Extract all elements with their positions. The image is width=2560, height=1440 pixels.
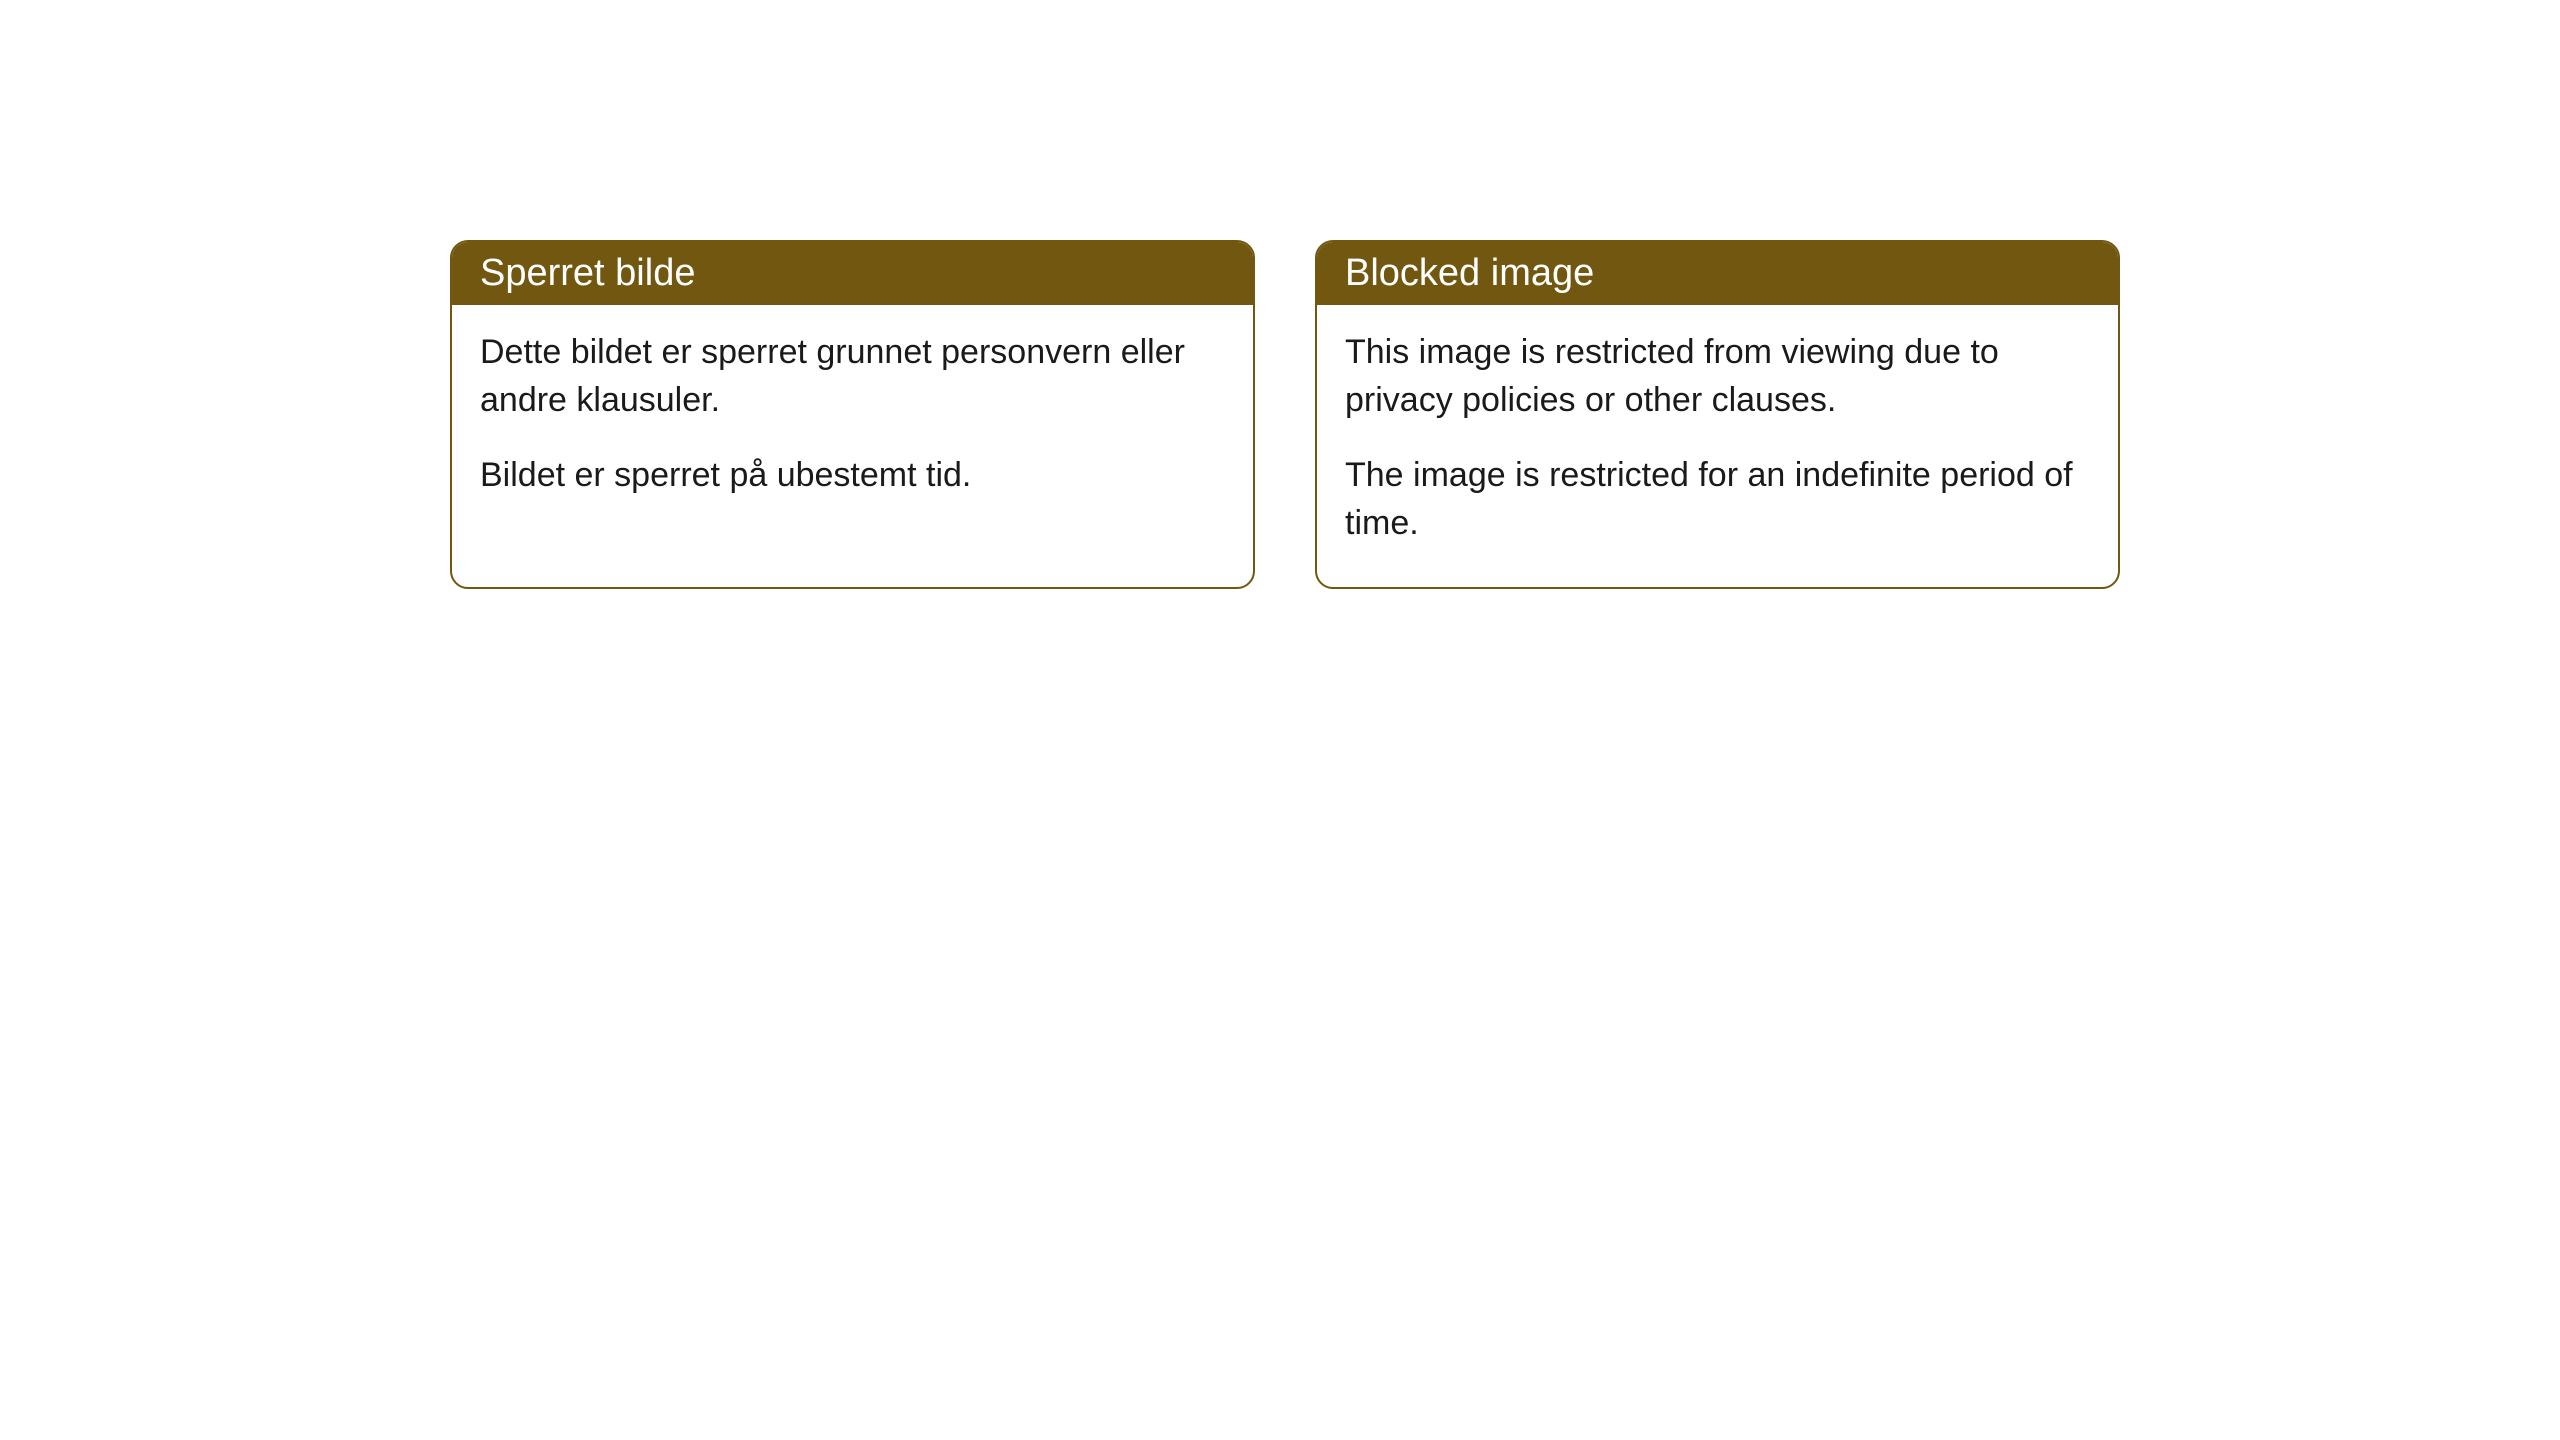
card-paragraph: Dette bildet er sperret grunnet personve… — [480, 329, 1225, 424]
card-title-norwegian: Sperret bilde — [480, 252, 695, 294]
card-header-english: Blocked image — [1317, 242, 2118, 305]
card-paragraph: Bildet er sperret på ubestemt tid. — [480, 452, 1225, 500]
card-title-english: Blocked image — [1345, 252, 1594, 294]
card-body-norwegian: Dette bildet er sperret grunnet personve… — [452, 305, 1253, 540]
cards-container: Sperret bilde Dette bildet er sperret gr… — [450, 240, 2560, 589]
card-header-norwegian: Sperret bilde — [452, 242, 1253, 305]
card-paragraph: This image is restricted from viewing du… — [1345, 329, 2090, 424]
card-norwegian: Sperret bilde Dette bildet er sperret gr… — [450, 240, 1255, 589]
card-paragraph: The image is restricted for an indefinit… — [1345, 452, 2090, 547]
card-body-english: This image is restricted from viewing du… — [1317, 305, 2118, 587]
card-english: Blocked image This image is restricted f… — [1315, 240, 2120, 589]
